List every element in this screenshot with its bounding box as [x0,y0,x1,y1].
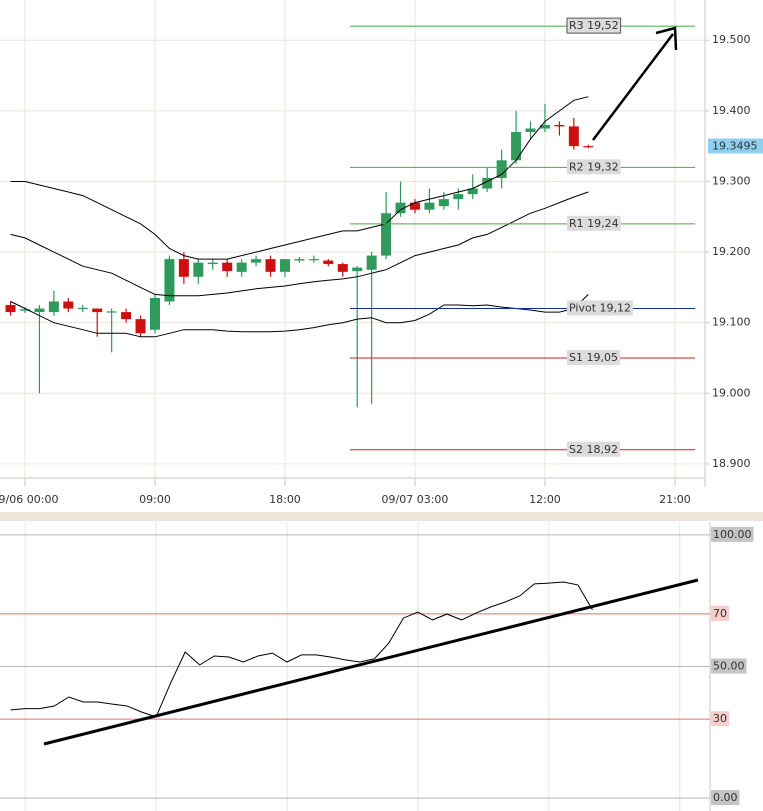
annotation-arrowhead [655,26,678,51]
candle-body [294,259,305,261]
y-tick-label: 70 [713,607,727,620]
candle-body [207,262,218,265]
candle-body [352,267,363,272]
candle-body [48,301,59,313]
candle-body [568,126,579,147]
candle-body [525,128,536,133]
candle-body [149,297,160,330]
candle-body [193,262,204,277]
candle-body [279,259,290,272]
y-tick-label: 0.00 [713,791,738,804]
candle-body [106,311,117,313]
candle-body [539,124,550,129]
candle-body [554,124,565,127]
candle-body [222,262,233,272]
rsi-line [10,581,593,718]
pivot-label: S1 19,05 [569,351,618,364]
pivot-label: R1 19,24 [569,217,619,230]
candle-body [265,259,276,272]
x-tick-label: 09/06 00:00 [0,493,58,506]
y-tick-label: 30 [713,712,727,725]
band-line [10,191,589,297]
pivot-label: S2 18,92 [569,443,618,456]
candle-body [121,312,132,320]
candle-body [583,146,594,148]
candle-body [92,308,103,313]
candle-body [366,255,377,270]
y-tick-label: 19.200 [712,245,751,258]
candle-body [496,160,507,178]
candle-body [337,264,348,272]
pivot-label: R3 19,52 [569,19,619,32]
label-box [567,349,620,365]
trend-line [43,578,699,746]
pivot-label: Pivot 19,12 [569,302,631,315]
candle-body [409,202,420,210]
label-box [567,300,633,316]
candle-body [467,188,478,195]
candle-body [308,259,319,261]
candle-body [251,259,262,263]
last-price-box [708,138,763,154]
candle-body [135,319,146,334]
candle-body [381,213,392,256]
y-tick-label: 100.00 [713,528,752,541]
last-price-label: 19.3495 [712,140,758,153]
y-tick-label: 19.100 [712,316,751,329]
annotation-arrow [592,33,674,141]
candle-body [438,199,449,207]
x-tick-label: 21:00 [659,493,691,506]
label-box [711,658,747,674]
candle-body [236,262,247,272]
panel-separator [0,512,763,521]
candle-body [77,307,88,310]
label-box [711,711,729,727]
candle-body [19,309,30,311]
candle-body [5,305,16,313]
label-box [567,215,621,231]
candle-body [34,308,45,313]
y-tick-label: 19.000 [712,386,751,399]
candle-body [178,259,189,277]
candle-body [323,260,334,265]
y-tick-label: 19.300 [712,174,751,187]
label-box [567,159,621,175]
y-tick-label: 19.400 [712,104,751,117]
label-box [711,790,740,806]
candle-body [482,177,493,189]
label-box [566,17,622,34]
band-line [10,294,589,338]
x-tick-label: 09:00 [139,493,171,506]
x-tick-label: 18:00 [269,493,301,506]
y-tick-label: 18.900 [712,457,751,470]
candle-body [63,301,74,309]
label-box [711,526,754,542]
pivot-label: R2 19,32 [569,160,619,173]
label-box [567,441,620,457]
x-tick-label: 09/07 03:00 [382,493,449,506]
y-tick-label: 19.500 [712,33,751,46]
candle-body [395,202,406,214]
candle-body [453,194,464,200]
y-tick-label: 50.00 [713,660,745,673]
candle-body [424,202,435,210]
candle-body [511,132,522,161]
band-line [10,96,589,260]
label-box [711,605,729,621]
candle-body [164,259,175,302]
x-tick-label: 12:00 [529,493,561,506]
